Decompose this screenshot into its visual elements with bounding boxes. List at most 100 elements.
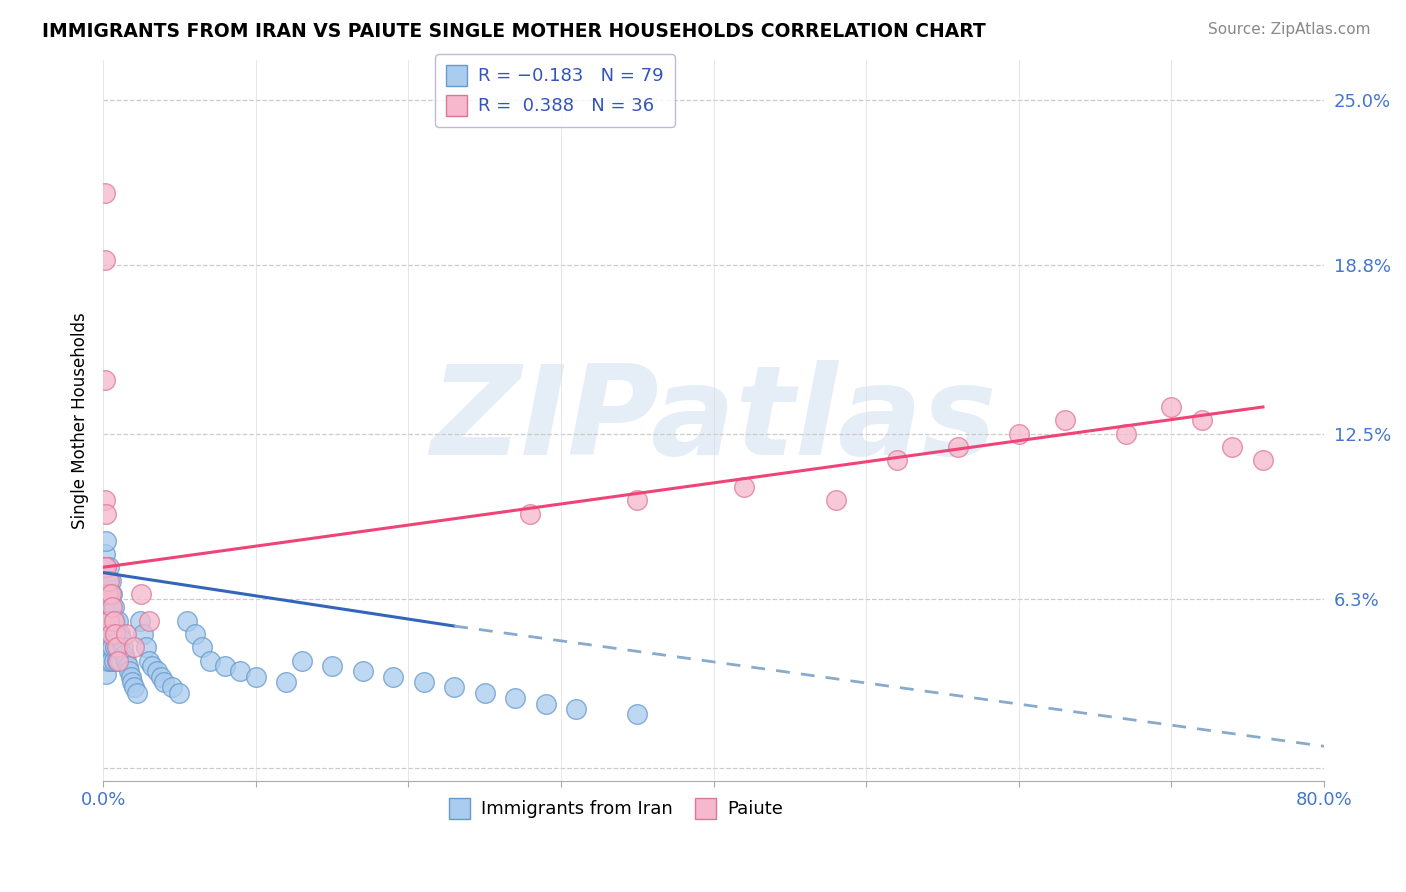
- Point: [93, 373, 115, 387]
- Point: [114, 648, 136, 663]
- Y-axis label: Single Mother Households: Single Mother Households: [72, 312, 89, 529]
- Point: [96, 560, 118, 574]
- Point: [128, 614, 150, 628]
- Point: [153, 675, 176, 690]
- Point: [321, 659, 343, 673]
- Point: [93, 186, 115, 201]
- Point: [117, 659, 139, 673]
- Point: [443, 681, 465, 695]
- Point: [107, 654, 129, 668]
- Point: [93, 574, 115, 588]
- Point: [111, 640, 134, 655]
- Point: [97, 627, 120, 641]
- Point: [946, 440, 969, 454]
- Legend: Immigrants from Iran, Paiute: Immigrants from Iran, Paiute: [441, 791, 790, 826]
- Point: [98, 640, 121, 655]
- Point: [105, 627, 128, 641]
- Point: [93, 640, 115, 655]
- Point: [191, 640, 214, 655]
- Point: [474, 686, 496, 700]
- Point: [125, 686, 148, 700]
- Point: [96, 587, 118, 601]
- Point: [93, 560, 115, 574]
- Point: [290, 654, 312, 668]
- Point: [145, 665, 167, 679]
- Point: [104, 640, 127, 655]
- Point: [107, 640, 129, 655]
- Point: [101, 587, 124, 601]
- Point: [626, 707, 648, 722]
- Point: [98, 587, 121, 601]
- Point: [98, 614, 121, 628]
- Point: [100, 574, 122, 588]
- Point: [122, 640, 145, 655]
- Point: [97, 614, 120, 628]
- Point: [176, 614, 198, 628]
- Point: [886, 453, 908, 467]
- Point: [96, 560, 118, 574]
- Point: [100, 627, 122, 641]
- Point: [1222, 440, 1244, 454]
- Point: [1160, 400, 1182, 414]
- Point: [169, 686, 191, 700]
- Point: [93, 560, 115, 574]
- Point: [93, 493, 115, 508]
- Point: [135, 640, 157, 655]
- Point: [626, 493, 648, 508]
- Point: [733, 480, 755, 494]
- Point: [98, 574, 121, 588]
- Point: [97, 587, 120, 601]
- Text: Source: ZipAtlas.com: Source: ZipAtlas.com: [1208, 22, 1371, 37]
- Text: IMMIGRANTS FROM IRAN VS PAIUTE SINGLE MOTHER HOUSEHOLDS CORRELATION CHART: IMMIGRANTS FROM IRAN VS PAIUTE SINGLE MO…: [42, 22, 986, 41]
- Point: [96, 640, 118, 655]
- Point: [100, 587, 122, 601]
- Point: [1251, 453, 1274, 467]
- Point: [100, 654, 122, 668]
- Point: [245, 670, 267, 684]
- Point: [534, 697, 557, 711]
- Point: [183, 627, 205, 641]
- Point: [412, 675, 434, 690]
- Point: [138, 614, 160, 628]
- Point: [1053, 413, 1076, 427]
- Point: [101, 640, 124, 655]
- Point: [105, 654, 128, 668]
- Point: [138, 654, 160, 668]
- Point: [107, 614, 129, 628]
- Point: [96, 507, 118, 521]
- Point: [103, 600, 125, 615]
- Point: [93, 547, 115, 561]
- Point: [103, 614, 125, 628]
- Point: [1115, 426, 1137, 441]
- Point: [120, 670, 142, 684]
- Point: [352, 665, 374, 679]
- Point: [98, 614, 121, 628]
- Point: [115, 654, 138, 668]
- Point: [96, 587, 118, 601]
- Point: [141, 659, 163, 673]
- Point: [100, 627, 122, 641]
- Point: [101, 614, 124, 628]
- Point: [100, 600, 122, 615]
- Point: [110, 632, 132, 647]
- Point: [108, 627, 131, 641]
- Point: [115, 627, 138, 641]
- Point: [93, 600, 115, 615]
- Point: [97, 654, 120, 668]
- Point: [198, 654, 221, 668]
- Point: [150, 670, 173, 684]
- Point: [1008, 426, 1031, 441]
- Point: [103, 654, 125, 668]
- Point: [97, 574, 120, 588]
- Point: [93, 252, 115, 267]
- Point: [122, 681, 145, 695]
- Point: [93, 627, 115, 641]
- Point: [93, 587, 115, 601]
- Point: [118, 665, 141, 679]
- Point: [96, 533, 118, 548]
- Point: [503, 691, 526, 706]
- Point: [160, 681, 183, 695]
- Point: [97, 600, 120, 615]
- Point: [101, 600, 124, 615]
- Text: ZIPatlas: ZIPatlas: [430, 359, 997, 481]
